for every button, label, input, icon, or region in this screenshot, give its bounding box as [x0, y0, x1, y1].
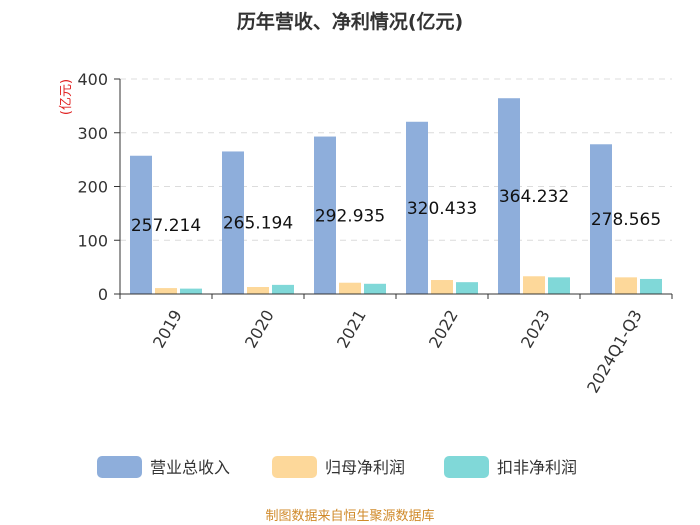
- data-label: 257.214: [131, 216, 201, 236]
- bar-2-2021: [339, 282, 361, 294]
- bar-1-2024Q1-Q3: [590, 144, 612, 294]
- legend-item-2[interactable]: 归母净利润: [272, 456, 405, 478]
- bar-2-2023: [523, 276, 545, 294]
- bar-1-2019: [130, 155, 152, 294]
- x-tick-label: 2021: [333, 307, 370, 352]
- data-label: 292.935: [315, 206, 385, 226]
- bar-3-2024Q1-Q3: [640, 278, 662, 294]
- x-tick-label: 2020: [241, 307, 278, 352]
- y-tick-label: 400: [77, 70, 108, 89]
- data-labels: 257.214 265.194 292.935 320.433 364.232 278.5…: [131, 187, 661, 236]
- bar-3-2021: [364, 283, 386, 294]
- bar-1-2022: [406, 121, 428, 294]
- y-axis-label: (亿元): [59, 79, 74, 115]
- bar-3-2022: [456, 282, 478, 294]
- y-tick-label: 300: [77, 124, 108, 143]
- legend-label: 扣非净利润: [497, 458, 577, 477]
- y-tick-label: 0: [98, 285, 108, 304]
- legend-label: 营业总收入: [150, 458, 230, 477]
- bar-3-2019: [180, 288, 202, 294]
- y-tick-label: 100: [77, 231, 108, 250]
- data-label: 320.433: [407, 199, 477, 219]
- bar-1-2020: [222, 151, 244, 294]
- legend-label: 归母净利润: [325, 458, 405, 477]
- bar-2-2022: [431, 280, 453, 294]
- data-label: 278.565: [591, 210, 661, 230]
- bar-2-2024Q1-Q3: [615, 277, 637, 294]
- legend-swatch: [97, 456, 142, 478]
- x-tick-label: 2023: [517, 307, 554, 352]
- legend[interactable]: 营业总收入 归母净利润 扣非净利润: [97, 456, 577, 478]
- grid: [120, 78, 672, 241]
- x-tick-label: 2022: [425, 307, 462, 352]
- source-note: 制图数据来自恒生聚源数据库: [265, 508, 434, 524]
- legend-swatch: [444, 456, 489, 478]
- y-tick-label: 200: [77, 178, 108, 197]
- bar-3-2020: [272, 284, 294, 294]
- legend-item-3[interactable]: 扣非净利润: [444, 456, 577, 478]
- bar-3-2023: [548, 277, 570, 294]
- x-tick-label: 2019: [149, 307, 186, 352]
- bar-2-2020: [247, 287, 269, 294]
- bar-2-2019: [155, 288, 177, 294]
- data-label: 364.232: [499, 187, 569, 207]
- x-tick-label: 2024Q1-Q3: [583, 307, 646, 397]
- legend-item-1[interactable]: 营业总收入: [97, 456, 230, 478]
- legend-swatch: [272, 456, 317, 478]
- bar-1-2021: [314, 136, 336, 294]
- bar-1-2023: [498, 98, 520, 294]
- data-label: 265.194: [223, 214, 293, 234]
- chart-title: 历年营收、净利情况(亿元): [237, 10, 463, 33]
- bars: [130, 98, 662, 294]
